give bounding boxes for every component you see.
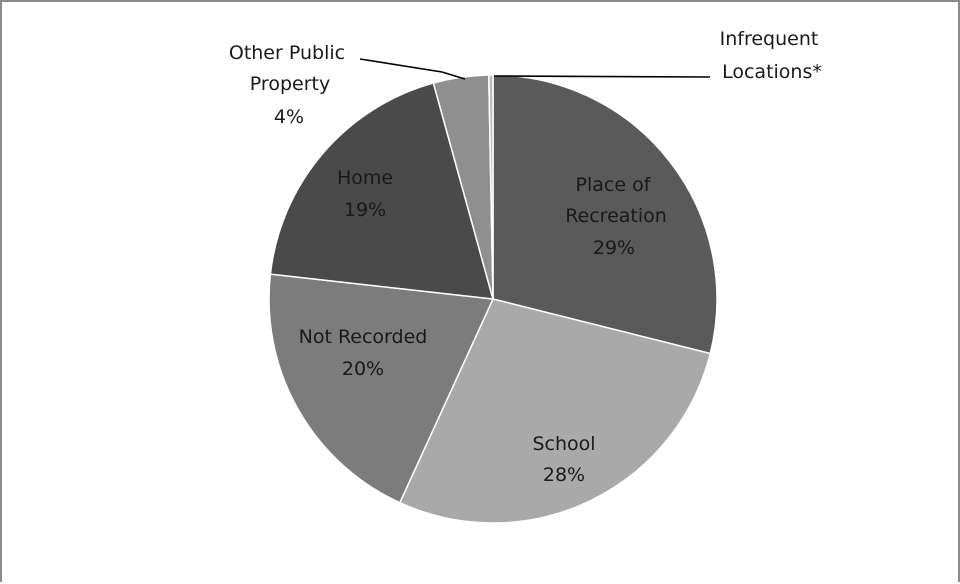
slice-label-other-public-property-line1: Other Public bbox=[229, 42, 345, 64]
slice-label-infrequent-locations-line1: Infrequent bbox=[720, 28, 819, 50]
slice-label-place-of-recreation: Place of Recreation bbox=[565, 174, 667, 227]
slice-label-other-public-property-line2: Property bbox=[250, 73, 330, 95]
slices-layer bbox=[268, 74, 718, 524]
leader-line-infrequent-locations bbox=[493, 75, 711, 78]
slice-label-infrequent-locations-line2: Locations* bbox=[722, 61, 822, 83]
leader-line-other-public-property bbox=[359, 58, 466, 80]
slice-label-not-recorded: Not Recorded bbox=[299, 326, 428, 348]
slice-value-home: 19% bbox=[344, 199, 386, 221]
leaders-layer bbox=[359, 58, 711, 80]
pie-slice-not-recorded bbox=[268, 273, 495, 504]
slice-label-other-public-property: Other Public Property bbox=[229, 42, 351, 95]
pie-slice-infrequent-locations bbox=[488, 74, 494, 300]
slice-value-school: 28% bbox=[543, 464, 585, 486]
slice-label-place-of-recreation-line1: Place of bbox=[576, 174, 652, 196]
slice-value-place-of-recreation: 29% bbox=[593, 237, 635, 259]
slice-label-home: Home bbox=[337, 167, 393, 189]
slice-value-not-recorded: 20% bbox=[342, 358, 384, 380]
pie-slice-school bbox=[398, 298, 712, 524]
pie-slice-place-of-recreation bbox=[492, 74, 718, 355]
slice-label-infrequent-locations: Infrequent Locations* bbox=[720, 28, 825, 83]
pie-slice-home bbox=[269, 82, 495, 300]
slice-label-place-of-recreation-line2: Recreation bbox=[565, 205, 667, 227]
slice-value-other-public-property: 4% bbox=[274, 106, 304, 128]
slice-label-school: School bbox=[532, 433, 595, 455]
labels-layer: Place of Recreation 29% School 28% Not R… bbox=[229, 28, 825, 486]
